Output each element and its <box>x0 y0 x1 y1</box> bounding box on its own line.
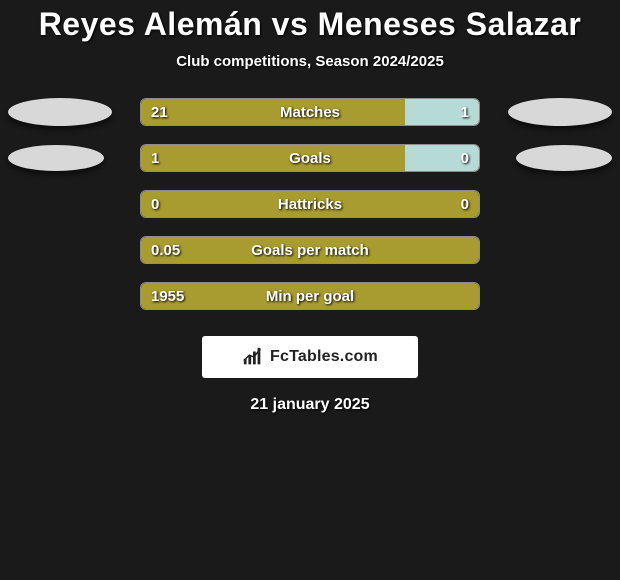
stat-row: 10Goals <box>0 144 620 172</box>
snapshot-date: 21 january 2025 <box>0 396 620 414</box>
stat-bar: 1955Min per goal <box>140 282 480 310</box>
stat-bar-left-segment <box>141 237 479 263</box>
stat-bar-right-segment <box>405 145 479 171</box>
brand-name: FcTables.com <box>270 348 378 366</box>
player-right-marker <box>508 98 612 126</box>
stat-row: 211Matches <box>0 98 620 126</box>
stat-bar: 10Goals <box>140 144 480 172</box>
player-left-marker <box>8 98 112 126</box>
stat-bar: 0.05Goals per match <box>140 236 480 264</box>
stat-bar-left-segment <box>141 99 405 125</box>
stat-row: 1955Min per goal <box>0 282 620 310</box>
stats-container: 211Matches 10Goals 00Hattricks 0.05Goals pe… <box>0 98 620 310</box>
stat-row: 0.05Goals per match <box>0 236 620 264</box>
stat-bar: 211Matches <box>140 98 480 126</box>
player-right-marker <box>516 145 612 171</box>
stat-bar-left-segment <box>141 283 479 309</box>
stat-bar-left-segment <box>141 145 405 171</box>
page-subtitle: Club competitions, Season 2024/2025 <box>0 53 620 70</box>
stat-bar-right-segment <box>405 99 479 125</box>
stat-bar: 00Hattricks <box>140 190 480 218</box>
player-left-marker <box>8 145 104 171</box>
chart-icon <box>242 346 264 368</box>
stat-row: 00Hattricks <box>0 190 620 218</box>
stat-bar-left-segment <box>141 191 479 217</box>
comparison-card: Reyes Alemán vs Meneses Salazar Club com… <box>0 0 620 580</box>
page-title: Reyes Alemán vs Meneses Salazar <box>0 6 620 43</box>
brand-badge[interactable]: FcTables.com <box>202 336 418 378</box>
